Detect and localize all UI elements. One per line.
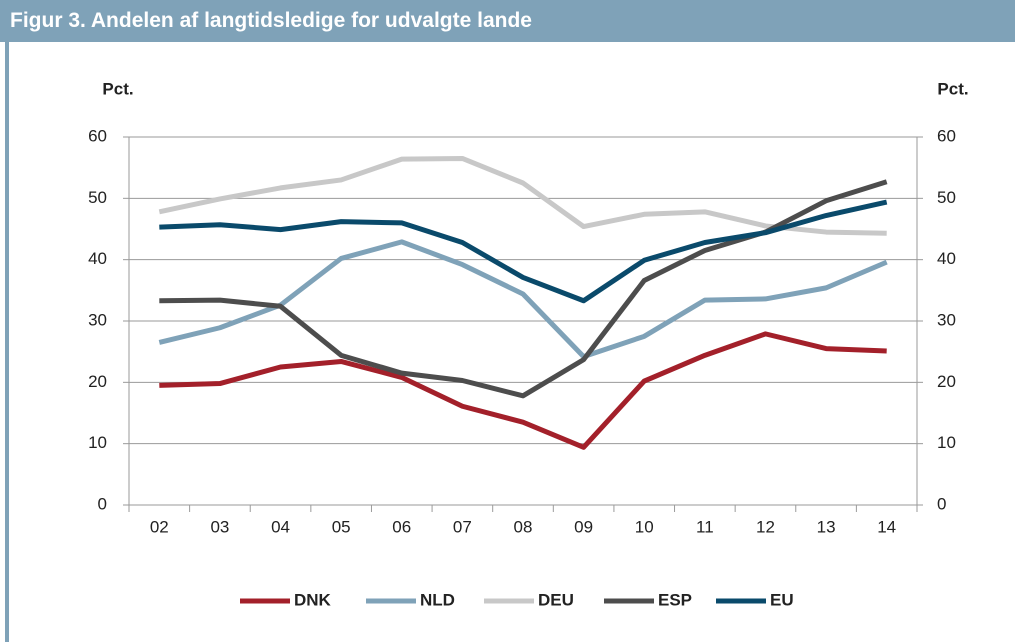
y2-tick-label: 10 [937, 433, 956, 452]
y-tick-label: 30 [88, 310, 107, 329]
x-tick-label: 10 [635, 517, 654, 536]
x-tick-label: 11 [696, 517, 714, 536]
series-line [159, 179, 888, 399]
series-line [158, 155, 887, 236]
legend-label: DEU [538, 590, 574, 609]
y-tick-label: 0 [98, 494, 107, 513]
y-tick-label: 40 [88, 249, 107, 268]
series-line [159, 331, 887, 450]
x-tick-label: 09 [574, 517, 593, 536]
left-border [5, 42, 9, 642]
y-tick-label: 50 [88, 188, 107, 207]
x-tick-label: 03 [210, 517, 229, 536]
legend-label: DNK [294, 590, 332, 609]
x-tick-label: 02 [150, 517, 169, 536]
x-tick-label: 14 [877, 517, 896, 536]
y2-tick-label: 50 [937, 188, 956, 207]
x-tick-label: 13 [817, 517, 836, 536]
y2-axis-label: Pct. [937, 79, 968, 98]
y-tick-label: 60 [88, 126, 107, 145]
legend-label: ESP [658, 590, 692, 609]
y-tick-label: 10 [88, 433, 107, 452]
y2-tick-label: 40 [937, 249, 956, 268]
x-tick-label: 12 [756, 517, 775, 536]
y2-tick-label: 30 [937, 310, 956, 329]
y-tick-label: 20 [88, 372, 107, 391]
y2-tick-label: 60 [937, 126, 956, 145]
legend-label: NLD [420, 590, 455, 609]
chart-title: Figur 3. Andelen af langtidsledige for u… [10, 9, 532, 32]
series-line [159, 199, 888, 304]
x-tick-label: 05 [332, 517, 351, 536]
x-tick-label: 08 [514, 517, 533, 536]
y-axis-label: Pct. [102, 79, 133, 98]
header-bar [0, 0, 1015, 42]
x-tick-label: 04 [271, 517, 290, 536]
y2-tick-label: 0 [937, 494, 946, 513]
x-tick-label: 06 [392, 517, 411, 536]
x-tick-label: 07 [453, 517, 472, 536]
y2-tick-label: 20 [937, 372, 956, 391]
legend-label: EU [770, 590, 794, 609]
